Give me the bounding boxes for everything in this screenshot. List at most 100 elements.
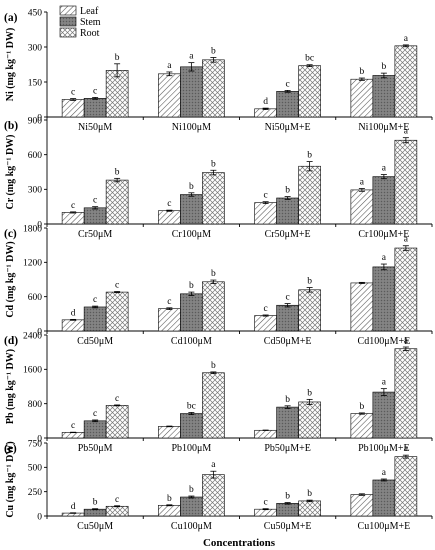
significance-label: a [404,444,409,454]
bar-leaf [61,319,85,332]
bar-stem [83,420,107,439]
x-tick-label: Pb100μM+E [358,443,410,454]
chart-panels: 0 150 300 450 (a) Ni (mg kg⁻¹ DW) c c b Ni50μM a a b… [4,8,433,532]
significance-label: b [115,53,120,63]
significance-label: b [307,151,312,161]
legend-label-root: Root [80,28,100,39]
bar-stem [276,304,299,332]
significance-label: d [263,97,268,107]
bar-leaf [158,210,181,225]
panel-label: (e) [4,443,17,455]
significance-label: b [115,167,120,177]
bar-root [105,70,129,118]
significance-label: b [382,62,387,72]
significance-label: a [211,460,216,470]
x-tick-label: Ni100μM [172,122,211,133]
x-tick-label: Cd50μM+E [264,336,312,347]
chart-panel: 0 300 600 900 (b) Cr (mg kg⁻¹ DW) c c b Cr50μM c b b… [4,116,433,240]
y-axis-label: Ni (mg kg⁻¹ DW) [5,28,16,102]
panel-label: (d) [4,335,18,347]
significance-label: a [404,235,409,245]
significance-label: b [360,402,365,412]
significance-label: b [189,485,194,495]
y-tick-label: 300 [28,43,43,53]
legend-swatch-stem [59,16,77,27]
y-tick-label: 0 [37,220,42,230]
bar-stem [372,266,396,332]
x-tick-label: Ni50μM+E [265,122,311,133]
significance-label: b [211,47,216,57]
bar-stem [372,391,396,439]
bar-root [202,59,225,118]
bar-stem [180,194,203,225]
panel-label: (b) [4,120,18,132]
x-tick-label: Cd100μM [171,336,212,347]
significance-label: a [404,34,409,44]
y-tick-label: 500 [28,464,43,474]
significance-label: a [382,378,387,388]
significance-label: b [189,182,194,192]
y-tick-label: 0 [37,434,42,444]
significance-label: c [286,293,290,303]
x-tick-label: Cr50μM [78,229,112,240]
x-tick-label: Cr50μM+E [265,229,311,240]
bar-leaf [254,108,277,118]
significance-label: c [264,304,268,314]
significance-label: bc [305,54,314,64]
significance-label: c [286,79,290,89]
bar-leaf [158,73,181,118]
significance-label: b [285,186,290,196]
bar-stem [276,197,299,225]
bar-leaf [350,282,374,332]
significance-label: c [71,201,75,211]
significance-label: c [167,297,171,307]
x-tick-label: Pb100μM [171,443,211,454]
panel-label: (a) [4,12,18,24]
bar-root [394,139,418,225]
x-tick-label: Cr100μM+E [358,229,409,240]
bar-leaf [350,189,374,225]
bar-leaf [254,202,277,225]
bar-root [298,500,321,517]
significance-label: b [211,159,216,169]
bar-leaf [61,432,85,439]
significance-label: c [264,191,268,201]
bar-root [394,348,418,439]
bar-leaf [158,504,181,517]
significance-label: c [115,394,119,404]
bar-stem [372,176,396,225]
significance-label: a [382,253,387,263]
legend-label-leaf: Leaf [80,6,99,17]
panel-label: (c) [4,228,17,240]
x-tick-label: Pb50μM [78,443,113,454]
significance-label: b [285,395,290,405]
y-tick-label: 600 [28,293,43,303]
significance-label: d [71,308,76,318]
x-tick-label: Cu50μM+E [264,521,312,532]
bar-leaf [254,508,277,517]
bar-leaf [350,413,374,439]
bar-stem [180,413,203,439]
chart-panel: 0 800 1600 2400 (d) Pb (mg kg⁻¹ DW) c c c Pb50μM b… [4,331,433,454]
bar-stem [180,293,203,332]
significance-label: c [71,88,75,98]
bar-root [394,45,418,118]
y-tick-label: 900 [28,116,43,126]
significance-label: b [211,269,216,279]
y-tick-label: 0 [37,512,42,522]
significance-label: c [71,421,75,431]
significance-label: d [71,502,76,512]
significance-label: c [264,498,268,508]
y-tick-label: 150 [28,78,43,88]
x-tick-label: Cd100μM+E [358,336,411,347]
bar-leaf [61,99,85,118]
bar-stem [83,207,107,225]
bar-root [298,401,321,439]
bar-leaf [350,494,374,517]
bar-root [298,65,321,118]
bar-stem [372,479,396,517]
y-axis-label: Cu (mg kg⁻¹ DW) [5,441,16,517]
bar-root [298,289,321,332]
y-axis-label: Cd (mg kg⁻¹ DW) [5,241,16,317]
